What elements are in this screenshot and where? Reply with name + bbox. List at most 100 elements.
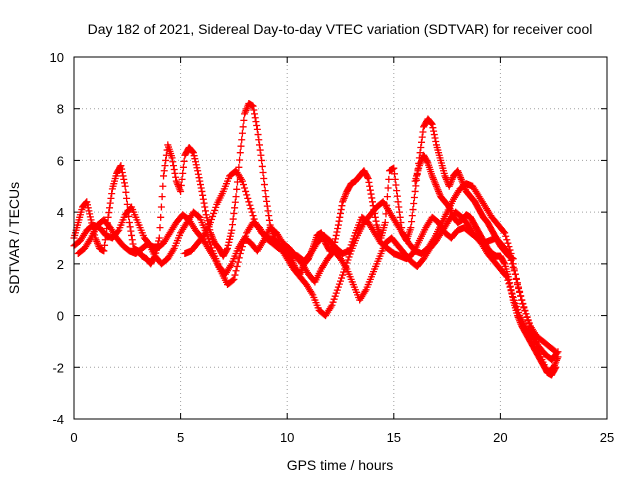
- data-point: [383, 193, 391, 201]
- data-point: [208, 215, 216, 223]
- data-point: [253, 125, 261, 133]
- data-point: [263, 202, 271, 210]
- data-point: [233, 185, 241, 193]
- data-point: [230, 209, 238, 217]
- data-point: [265, 216, 273, 224]
- data-point: [339, 271, 347, 279]
- data-point: [230, 275, 238, 283]
- data-point: [511, 270, 519, 278]
- data-point: [418, 138, 426, 146]
- data-point: [224, 241, 232, 249]
- data-point: [331, 292, 339, 300]
- y-tick-label: -2: [52, 360, 64, 375]
- data-point: [522, 310, 530, 318]
- data-point: [429, 124, 437, 132]
- data-point: [242, 187, 250, 195]
- data-point: [396, 213, 404, 221]
- data-point: [432, 137, 440, 145]
- data-point: [190, 152, 198, 160]
- data-point: [372, 217, 380, 225]
- data-point: [228, 221, 236, 229]
- series-trace-d: [181, 167, 560, 356]
- data-point: [233, 262, 241, 270]
- data-point: [263, 197, 271, 205]
- data-point: [195, 174, 203, 182]
- data-point: [225, 238, 233, 246]
- data-point: [203, 214, 211, 222]
- data-point: [519, 300, 527, 308]
- data-point: [236, 149, 244, 157]
- data-point: [235, 254, 243, 262]
- data-point: [170, 165, 178, 173]
- data-point: [408, 218, 416, 226]
- data-point: [337, 209, 344, 217]
- data-point: [381, 218, 389, 226]
- data-point: [233, 178, 241, 186]
- data-point: [87, 216, 95, 224]
- data-point: [178, 175, 186, 183]
- data-point: [198, 187, 206, 195]
- data-point: [100, 247, 108, 255]
- data-point: [201, 207, 209, 215]
- data-point: [238, 177, 246, 185]
- data-point: [524, 316, 532, 324]
- data-point: [196, 177, 204, 185]
- data-point: [108, 190, 116, 198]
- data-point: [552, 363, 560, 371]
- data-point: [518, 296, 526, 304]
- data-point: [211, 206, 219, 214]
- data-point: [260, 175, 268, 183]
- data-point: [86, 213, 94, 221]
- data-point: [212, 203, 220, 211]
- data-point: [427, 119, 435, 127]
- data-point: [160, 172, 168, 180]
- data-point: [120, 179, 128, 187]
- data-point: [259, 168, 267, 176]
- data-point: [127, 227, 135, 235]
- data-point: [368, 194, 376, 202]
- data-point: [508, 255, 516, 263]
- data-point: [249, 102, 257, 110]
- data-point: [180, 157, 188, 165]
- data-point: [255, 136, 263, 144]
- data-point: [515, 284, 523, 292]
- data-point: [191, 155, 199, 163]
- data-point: [257, 151, 265, 159]
- data-point: [119, 172, 127, 180]
- data-point: [261, 187, 269, 195]
- data-point: [258, 162, 266, 170]
- data-point: [226, 232, 234, 240]
- data-point: [228, 226, 236, 234]
- grid: [74, 57, 607, 419]
- data-point: [501, 229, 509, 237]
- y-tick-label: -4: [52, 412, 64, 427]
- data-point: [264, 207, 272, 215]
- data-point: [371, 213, 379, 221]
- data-point: [507, 250, 515, 258]
- data-point: [206, 218, 214, 226]
- data-point: [393, 187, 401, 195]
- data-point: [334, 221, 342, 229]
- data-point: [395, 208, 403, 216]
- data-point: [106, 199, 114, 207]
- data-point: [123, 194, 131, 202]
- data-point: [512, 275, 520, 283]
- data-point: [253, 122, 261, 130]
- data-point: [179, 163, 187, 171]
- data-point: [336, 213, 344, 221]
- data-point: [410, 200, 418, 208]
- data-point: [229, 276, 237, 284]
- data-point: [430, 127, 438, 135]
- data-point: [122, 188, 130, 196]
- data-point: [155, 237, 163, 245]
- data-point: [367, 190, 375, 198]
- data-point: [337, 277, 344, 285]
- data-point: [177, 181, 185, 189]
- data-point: [246, 201, 254, 209]
- data-point: [245, 198, 253, 206]
- y-tick-label: 0: [57, 309, 64, 324]
- data-point: [505, 275, 513, 283]
- data-point: [196, 181, 204, 189]
- data-point: [517, 292, 525, 300]
